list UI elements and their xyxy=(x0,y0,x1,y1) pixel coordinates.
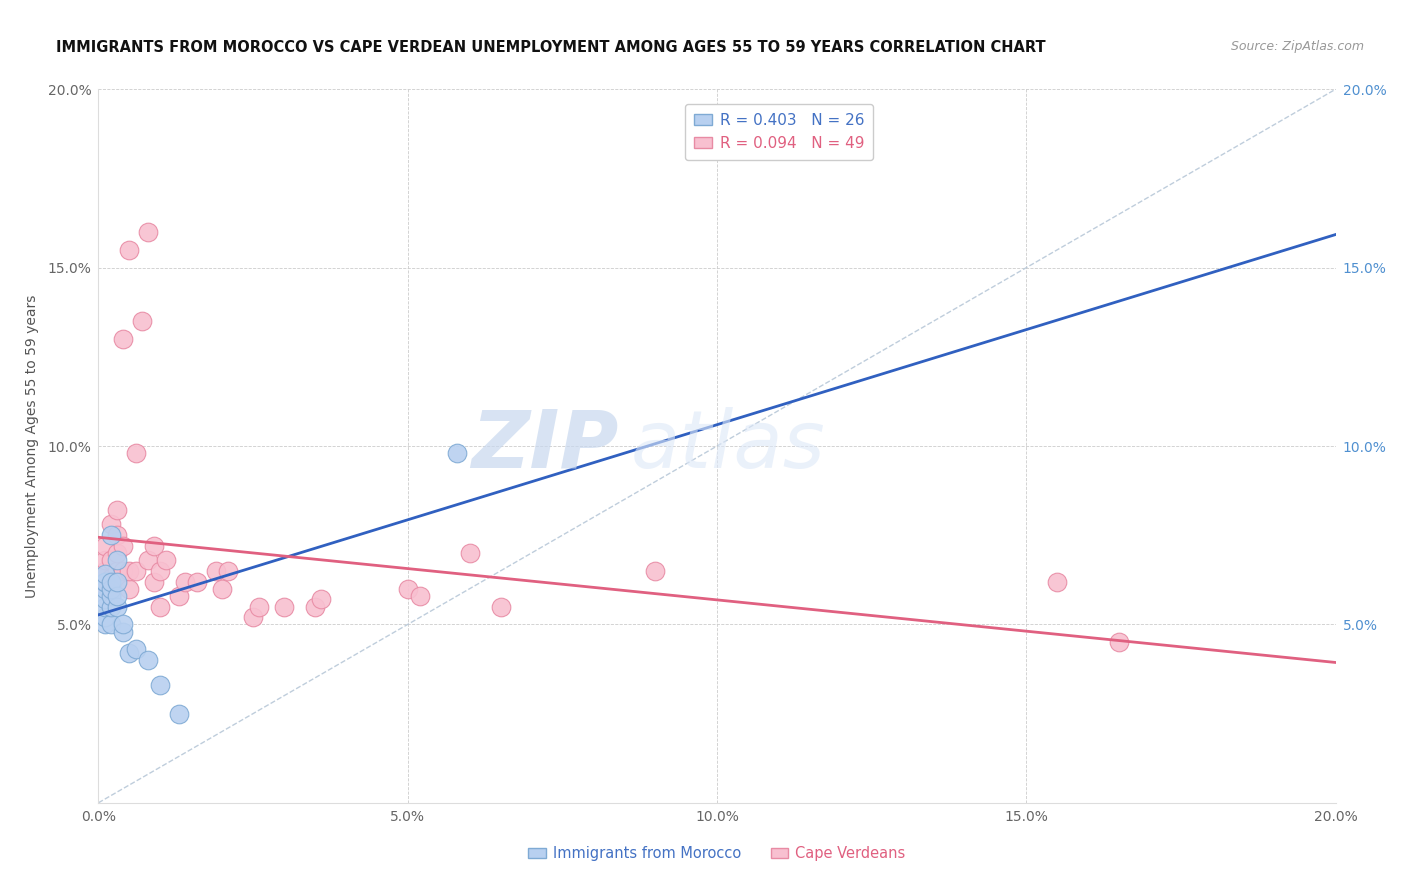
Point xyxy=(118,646,141,660)
Point xyxy=(93,617,115,632)
Point xyxy=(112,539,135,553)
Point xyxy=(93,574,115,589)
Point xyxy=(100,571,122,585)
Point xyxy=(93,610,115,624)
Point xyxy=(112,564,135,578)
Point xyxy=(100,582,122,596)
Text: Source: ZipAtlas.com: Source: ZipAtlas.com xyxy=(1230,40,1364,54)
Point xyxy=(112,624,135,639)
Point xyxy=(155,553,177,567)
Point xyxy=(124,446,146,460)
Point xyxy=(489,599,512,614)
Text: IMMIGRANTS FROM MOROCCO VS CAPE VERDEAN UNEMPLOYMENT AMONG AGES 55 TO 59 YEARS C: IMMIGRANTS FROM MOROCCO VS CAPE VERDEAN … xyxy=(56,40,1046,55)
Point xyxy=(247,599,270,614)
Point xyxy=(118,243,141,257)
Point xyxy=(105,503,128,517)
Point xyxy=(93,582,115,596)
Point xyxy=(273,599,295,614)
Point xyxy=(136,225,159,239)
Point xyxy=(93,582,115,596)
Text: atlas: atlas xyxy=(630,407,825,485)
Point xyxy=(105,528,128,542)
Point xyxy=(100,589,122,603)
Point xyxy=(100,553,122,567)
Point xyxy=(186,574,208,589)
Point xyxy=(100,574,122,589)
Point xyxy=(118,564,141,578)
Point xyxy=(93,553,115,567)
Point xyxy=(105,599,128,614)
Point xyxy=(93,574,115,589)
Point xyxy=(93,564,115,578)
Point xyxy=(105,589,128,603)
Point xyxy=(100,589,122,603)
Point xyxy=(149,564,172,578)
Point xyxy=(458,546,481,560)
Point xyxy=(105,574,128,589)
Point xyxy=(136,553,159,567)
Point xyxy=(105,546,128,560)
Point xyxy=(167,589,190,603)
Y-axis label: Unemployment Among Ages 55 to 59 years: Unemployment Among Ages 55 to 59 years xyxy=(25,294,39,598)
Point xyxy=(100,528,122,542)
Point xyxy=(242,610,264,624)
Point xyxy=(167,706,190,721)
Point xyxy=(409,589,432,603)
Point xyxy=(105,574,128,589)
Point xyxy=(136,653,159,667)
Point xyxy=(149,599,172,614)
Point xyxy=(93,539,115,553)
Legend: Immigrants from Morocco, Cape Verdeans: Immigrants from Morocco, Cape Verdeans xyxy=(523,840,911,867)
Point xyxy=(211,582,233,596)
Point xyxy=(93,571,115,585)
Point xyxy=(131,314,153,328)
Point xyxy=(309,592,332,607)
Point xyxy=(100,582,122,596)
Point xyxy=(124,642,146,657)
Point xyxy=(1046,574,1069,589)
Point xyxy=(143,539,166,553)
Point xyxy=(217,564,239,578)
Point xyxy=(112,332,135,346)
Point xyxy=(304,599,326,614)
Point xyxy=(1108,635,1130,649)
Point xyxy=(93,599,115,614)
Point xyxy=(174,574,197,589)
Text: ZIP: ZIP xyxy=(471,407,619,485)
Point xyxy=(93,592,115,607)
Point xyxy=(112,617,135,632)
Point xyxy=(93,567,115,582)
Point xyxy=(100,599,122,614)
Point xyxy=(105,553,128,567)
Point xyxy=(105,564,128,578)
Point xyxy=(396,582,419,596)
Point xyxy=(149,678,172,692)
Point xyxy=(100,517,122,532)
Point xyxy=(446,446,468,460)
Point xyxy=(205,564,228,578)
Point xyxy=(143,574,166,589)
Point xyxy=(100,617,122,632)
Point xyxy=(118,582,141,596)
Point xyxy=(644,564,666,578)
Point xyxy=(124,564,146,578)
